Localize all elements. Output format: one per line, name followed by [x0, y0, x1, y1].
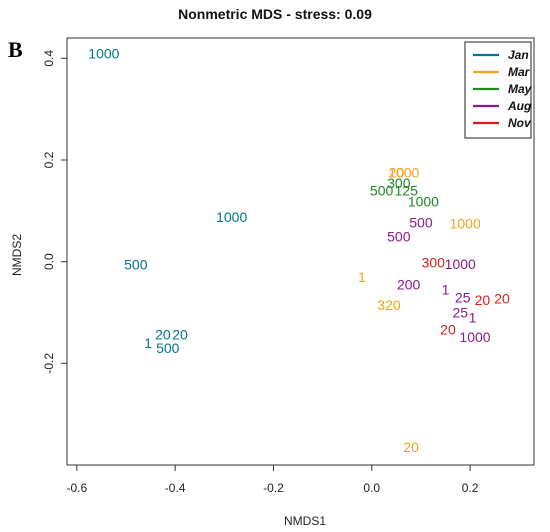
- y-axis-ticks: -0.2 0.0 0.2 0.4: [42, 50, 67, 374]
- y-tick-label: 0.2: [42, 151, 56, 168]
- y-tick-label: 0.4: [42, 50, 56, 67]
- point-label-aug: 1000: [459, 329, 490, 345]
- point-label-aug: 1000: [445, 256, 476, 272]
- point-label-may: 300: [387, 175, 411, 191]
- point-label-may: 500: [370, 183, 394, 199]
- point-label-aug: 500: [387, 228, 411, 244]
- point-label-jan: 1000: [88, 45, 119, 61]
- point-label-aug: 25: [455, 289, 471, 305]
- point-label-mar: 320: [377, 297, 401, 313]
- y-axis-label: NMDS2: [10, 234, 24, 276]
- x-axis-label: NMDS1: [284, 514, 326, 528]
- point-label-mar: 1000: [388, 165, 419, 181]
- x-axis-ticks: -0.6 -0.4 -0.2 0.0 0.2: [66, 465, 479, 495]
- x-tick-label: 0.2: [462, 481, 479, 495]
- point-label-mar: 20: [389, 165, 405, 181]
- point-label-jan: 500: [156, 340, 180, 356]
- point-label-aug: 25: [452, 305, 468, 321]
- point-label-nov: 300: [422, 255, 446, 271]
- point-label-nov: 20: [440, 321, 456, 337]
- point-label-jan: 500: [124, 257, 148, 273]
- panel-label: B: [8, 37, 23, 62]
- point-label-aug: 500: [409, 215, 433, 231]
- legend-label-mar: Mar: [508, 65, 531, 79]
- point-label-may: 1000: [408, 194, 439, 210]
- point-label-may: 125: [395, 183, 419, 199]
- point-label-jan: 20: [172, 326, 188, 342]
- point-label-mar: 1000: [450, 216, 481, 232]
- plot-frame: [66, 37, 535, 466]
- point-label-nov: 20: [494, 290, 510, 306]
- y-tick-label: -0.2: [42, 353, 56, 374]
- y-tick-label: 0.0: [42, 253, 56, 270]
- x-tick-label: -0.4: [165, 481, 186, 495]
- point-label-nov: 20: [475, 292, 491, 308]
- legend-label-nov: Nov: [508, 116, 532, 130]
- point-label-jan: 1: [144, 335, 152, 351]
- legend-label-aug: Aug: [507, 99, 532, 113]
- point-label-aug: 1: [442, 282, 450, 298]
- point-label-mar: 20: [403, 439, 419, 455]
- point-label-aug: 1: [469, 310, 477, 326]
- x-tick-label: -0.2: [263, 481, 284, 495]
- legend-items: Jan Mar May Aug Nov: [473, 48, 533, 130]
- point-label-jan: 1000: [216, 209, 247, 225]
- legend-label-jan: Jan: [508, 48, 529, 62]
- point-label-mar: 1: [358, 269, 366, 285]
- point-label-aug: 200: [397, 277, 421, 293]
- x-tick-label: 0.0: [363, 481, 380, 495]
- legend-label-may: May: [508, 82, 533, 96]
- legend: Jan Mar May Aug Nov: [464, 41, 533, 139]
- point-label-jan: 20: [155, 326, 171, 342]
- x-tick-label: -0.6: [66, 481, 87, 495]
- chart-title: Nonmetric MDS - stress: 0.09: [178, 6, 372, 22]
